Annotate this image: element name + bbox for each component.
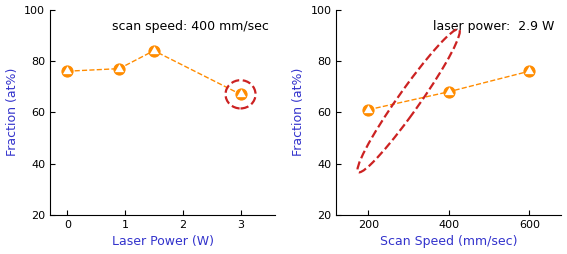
X-axis label: Scan Speed (mm/sec): Scan Speed (mm/sec)	[380, 235, 518, 248]
X-axis label: Laser Power (W): Laser Power (W)	[112, 235, 214, 248]
Y-axis label: Fraction (at%): Fraction (at%)	[292, 68, 305, 156]
Y-axis label: Fraction (at%): Fraction (at%)	[6, 68, 19, 156]
Text: laser power:  2.9 W: laser power: 2.9 W	[433, 20, 555, 33]
Text: scan speed: 400 mm/sec: scan speed: 400 mm/sec	[112, 20, 268, 33]
